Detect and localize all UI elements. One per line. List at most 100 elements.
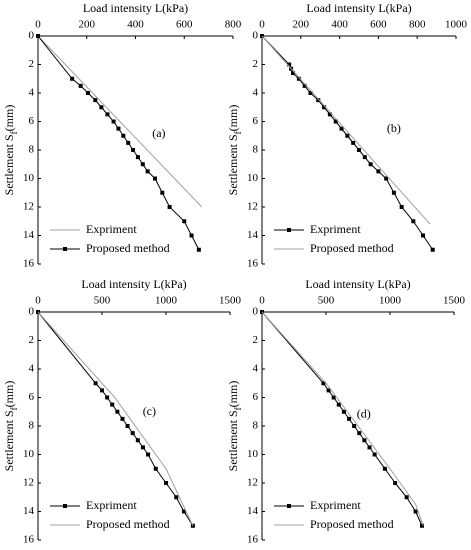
x-axis-title: Load intensity L(kPa) [305,277,410,291]
y-tick-label: 6 [29,115,35,127]
y-tick-label: 6 [253,115,259,127]
x-tick-label: 200 [293,19,310,31]
y-tick-label: 14 [247,229,259,241]
panel-label: (a) [152,126,165,140]
y-axis-title-part: Settlement S [2,410,16,471]
marker [135,438,140,443]
legend-label: Expriment [86,222,137,236]
series-line [37,35,203,208]
marker [326,388,331,393]
marker [351,140,356,145]
y-axis-title-part: Settlement S [2,134,16,195]
marker [357,431,362,436]
marker [384,176,389,181]
x-tick-label: 1000 [445,19,468,31]
x-tick-label: 400 [331,19,348,31]
y-tick-label: 4 [253,87,259,99]
y-tick-label: 8 [29,420,35,432]
panel-label: (d) [357,406,371,420]
marker [296,76,301,81]
y-tick-label: 2 [29,334,35,346]
marker [125,424,130,428]
marker [345,133,350,138]
series-line [261,35,434,251]
legend-label: Proposed method [86,517,170,531]
y-tick-label: 0 [253,30,259,42]
marker [347,416,352,421]
marker [120,416,125,421]
y-axis-title-part: (mm) [2,381,16,408]
y-axis-title-part: f [233,407,243,410]
legend-label: Expriment [310,222,361,236]
marker [430,247,435,252]
y-tick-label: 10 [23,448,35,460]
marker [391,190,396,195]
series-line [261,35,431,225]
series-line [37,35,200,250]
marker [131,148,136,152]
marker [110,402,115,407]
legend-label: Proposed method [310,517,394,531]
marker [322,105,327,110]
marker [308,91,313,95]
marker [341,409,346,414]
y-tick-label: 16 [23,534,35,546]
marker [111,119,116,124]
y-tick-label: 16 [247,534,259,546]
y-tick-label: 12 [23,201,34,213]
y-axis-title: Settlement Sf(mm) [2,105,19,196]
marker [160,190,165,195]
marker [174,495,179,500]
marker [78,83,83,88]
marker [362,155,367,160]
marker [140,162,145,167]
y-tick-label: 8 [253,144,259,156]
y-tick-label: 12 [23,477,34,489]
marker [153,466,158,471]
y-tick-label: 8 [29,144,35,156]
x-axis-title: Load intensity L(kPa) [83,1,188,15]
marker [99,105,104,110]
marker [399,205,404,209]
marker [164,481,168,485]
y-tick-label: 0 [29,306,35,318]
panel: 0 500 1000 1500 0 2 4 6 8 10 12 14 16 Load intensity … [2,277,242,546]
x-tick-label: 200 [79,19,96,31]
y-tick-label: 8 [253,420,259,432]
marker [93,381,98,386]
marker [181,509,186,514]
panel-label: (b) [387,121,401,135]
marker [153,176,157,181]
y-tick-label: 6 [29,391,35,403]
y-axis-title-part: Settlement S [226,134,240,195]
y-tick-label: 10 [23,172,35,184]
marker [36,34,40,38]
marker [404,495,409,500]
panel: 0 200 400 600 800 1000 0 2 4 6 8 10 12 14 16 Load inten… [226,1,468,270]
marker [116,126,121,131]
marker [331,395,336,400]
marker [362,438,367,443]
y-axis-title-part: Settlement S [226,410,240,471]
x-tick-label: 600 [176,19,193,31]
marker [302,83,307,88]
x-axis-title: Load intensity L(kPa) [81,277,186,291]
marker [291,71,296,76]
x-tick-label: 500 [94,295,111,307]
y-axis-title: Settlement Sf(mm) [226,105,243,196]
y-tick-label: 6 [253,391,259,403]
y-tick-label: 4 [29,87,35,99]
marker [100,388,104,393]
x-tick-label: 800 [225,19,242,31]
marker [146,452,151,457]
y-tick-label: 2 [253,58,259,70]
marker [145,169,150,174]
legend-marker [63,247,67,251]
panel-label: (c) [143,404,156,418]
series-line [37,311,194,527]
x-tick-label: 0 [35,19,41,31]
legend-marker [287,504,291,508]
y-tick-label: 14 [23,505,35,517]
legend-marker [287,228,291,232]
marker [121,133,126,138]
